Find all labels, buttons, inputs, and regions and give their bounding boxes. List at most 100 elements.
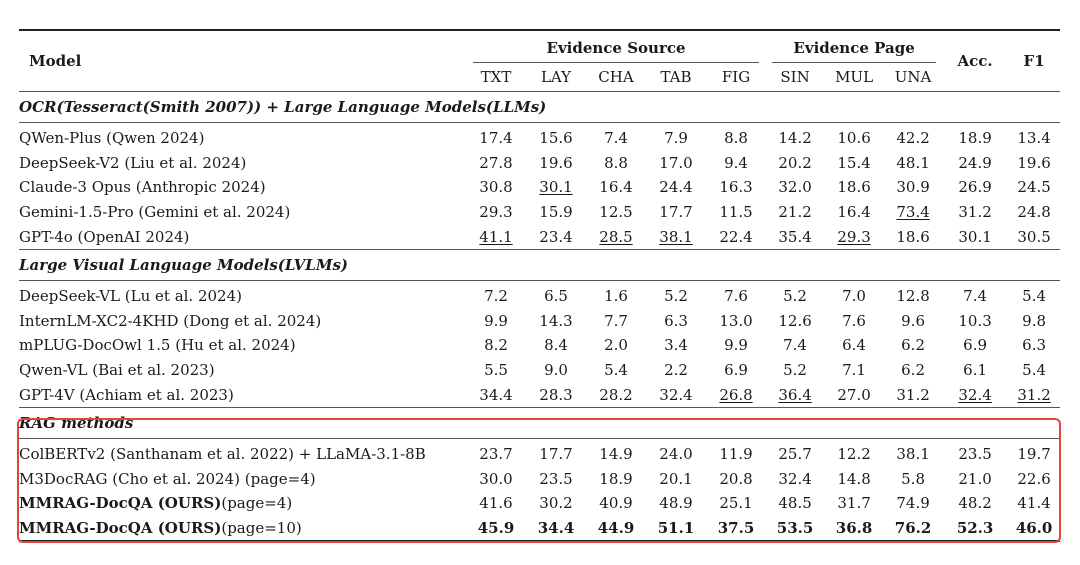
value-cell: 9.9 bbox=[466, 309, 526, 334]
model-name: InternLM-XC2-4KHD (Dong et al. 2024) bbox=[19, 311, 322, 330]
value: 26.9 bbox=[958, 178, 992, 197]
value: 51.1 bbox=[657, 519, 695, 538]
model-name-cell: ColBERTv2 (Santhanam et al. 2022) + LLaM… bbox=[19, 442, 466, 467]
value: 24.4 bbox=[659, 178, 693, 197]
value: 20.1 bbox=[659, 469, 693, 488]
col-header-cha: CHA bbox=[598, 68, 634, 86]
value-cell: 18.9 bbox=[942, 126, 1008, 151]
value: 31.2 bbox=[896, 385, 930, 404]
value-cell: 38.1 bbox=[646, 224, 706, 249]
value: 9.0 bbox=[544, 361, 568, 380]
value-cell: 11.5 bbox=[706, 200, 766, 225]
value-cell: 27.0 bbox=[824, 382, 884, 407]
value: 18.9 bbox=[599, 469, 633, 488]
value: 30.5 bbox=[1017, 227, 1051, 246]
value-cell: 6.9 bbox=[706, 358, 766, 383]
value: 38.1 bbox=[659, 227, 693, 246]
model-name-cell: MMRAG-DocQA (OURS)(page=4) bbox=[19, 491, 466, 516]
value-cell: 14.3 bbox=[526, 309, 586, 334]
col-header-sin: SIN bbox=[780, 68, 810, 86]
table-row: M3DocRAG (Cho et al. 2024) (page=4) 30.0 2… bbox=[19, 467, 1060, 492]
value: 30.8 bbox=[479, 178, 513, 197]
model-name-cell: Qwen-VL (Bai et al. 2023) bbox=[19, 358, 466, 383]
value: 17.7 bbox=[659, 203, 693, 222]
value: 36.8 bbox=[835, 519, 873, 538]
table-row: GPT-4o (OpenAI 2024) 41.1 23.4 28.5 38.1 22.4… bbox=[19, 224, 1060, 249]
value-cell: 24.5 bbox=[1008, 175, 1060, 200]
value: 20.2 bbox=[778, 153, 812, 172]
value: 18.6 bbox=[896, 227, 930, 246]
model-column-header: Model bbox=[29, 52, 82, 70]
value-cell: 34.4 bbox=[466, 382, 526, 407]
value-cell: 12.2 bbox=[824, 442, 884, 467]
value: 27.0 bbox=[837, 385, 871, 404]
model-name-cell: M3DocRAG (Cho et al. 2024) (page=4) bbox=[19, 467, 466, 492]
value-cell: 10.6 bbox=[824, 126, 884, 151]
table-row: GPT-4V (Achiam et al. 2023) 34.4 28.3 28.2 3… bbox=[19, 382, 1060, 407]
model-name-cell: InternLM-XC2-4KHD (Dong et al. 2024) bbox=[19, 309, 466, 334]
value-cell: 34.4 bbox=[526, 516, 586, 542]
value: 24.5 bbox=[1017, 178, 1051, 197]
col-header-una: UNA bbox=[894, 68, 932, 86]
value-cell: 18.6 bbox=[824, 175, 884, 200]
value: 18.9 bbox=[958, 129, 992, 148]
value-cell: 48.1 bbox=[884, 151, 942, 176]
value: 5.4 bbox=[1022, 361, 1047, 380]
value: 2.2 bbox=[664, 361, 688, 380]
value: 7.4 bbox=[963, 287, 988, 306]
value-cell: 7.4 bbox=[586, 126, 646, 151]
value-cell: 7.1 bbox=[824, 358, 884, 383]
value: 7.2 bbox=[484, 287, 508, 306]
value: 74.9 bbox=[896, 494, 930, 513]
col-header-mul: MUL bbox=[835, 68, 874, 86]
value: 16.4 bbox=[599, 178, 633, 197]
value-cell: 48.9 bbox=[646, 491, 706, 516]
table-row: mPLUG-DocOwl 1.5 (Hu et al. 2024) 8.2 8.4 2… bbox=[19, 333, 1060, 358]
value: 73.4 bbox=[896, 203, 930, 222]
value: 5.2 bbox=[783, 361, 807, 380]
value: 7.4 bbox=[783, 336, 807, 355]
value-cell: 2.2 bbox=[646, 358, 706, 383]
value: 30.2 bbox=[539, 494, 573, 513]
table-row: DeepSeek-V2 (Liu et al. 2024) 27.8 19.6 8.8… bbox=[19, 151, 1060, 176]
value: 12.5 bbox=[599, 203, 633, 222]
col-header-tab: TAB bbox=[660, 68, 692, 86]
value-cell: 23.7 bbox=[466, 442, 526, 467]
model-name-cell: DeepSeek-V2 (Liu et al. 2024) bbox=[19, 151, 466, 176]
value: 8.8 bbox=[724, 129, 748, 148]
model-name: Gemini-1.5-Pro (Gemini et al. 2024) bbox=[19, 203, 291, 222]
value: 11.5 bbox=[719, 203, 753, 222]
value: 18.6 bbox=[837, 178, 871, 197]
value-cell: 2.0 bbox=[586, 333, 646, 358]
acc-column-header: Acc. bbox=[957, 52, 993, 70]
value: 25.1 bbox=[719, 494, 753, 513]
value: 30.1 bbox=[958, 227, 992, 246]
value-cell: 30.9 bbox=[884, 175, 942, 200]
value: 21.0 bbox=[958, 469, 992, 488]
value: 9.6 bbox=[901, 311, 925, 330]
value-cell: 28.2 bbox=[586, 382, 646, 407]
value: 8.4 bbox=[544, 336, 568, 355]
value-cell: 8.8 bbox=[706, 126, 766, 151]
table-row: ColBERTv2 (Santhanam et al. 2022) + LLaM… bbox=[19, 442, 1060, 467]
value-cell: 5.4 bbox=[1008, 358, 1060, 383]
value: 7.6 bbox=[842, 311, 866, 330]
model-name: ColBERTv2 (Santhanam et al. 2022) + LLaM… bbox=[19, 445, 426, 464]
value-cell: 41.4 bbox=[1008, 491, 1060, 516]
value: 52.3 bbox=[956, 519, 994, 538]
value-cell: 41.6 bbox=[466, 491, 526, 516]
value-cell: 20.8 bbox=[706, 467, 766, 492]
value-cell: 24.9 bbox=[942, 151, 1008, 176]
value: 14.3 bbox=[539, 311, 573, 330]
value-cell: 40.9 bbox=[586, 491, 646, 516]
table-row: Qwen-VL (Bai et al. 2023) 5.5 9.0 5.4 2.2 6.9… bbox=[19, 358, 1060, 383]
value-cell: 22.6 bbox=[1008, 467, 1060, 492]
value-cell: 30.8 bbox=[466, 175, 526, 200]
section-title: RAG methods bbox=[19, 413, 134, 432]
value-cell: 8.8 bbox=[586, 151, 646, 176]
value-cell: 3.4 bbox=[646, 333, 706, 358]
value: 24.8 bbox=[1017, 203, 1051, 222]
value: 17.7 bbox=[539, 445, 573, 464]
value-cell: 24.4 bbox=[646, 175, 706, 200]
value-cell: 51.1 bbox=[646, 516, 706, 542]
